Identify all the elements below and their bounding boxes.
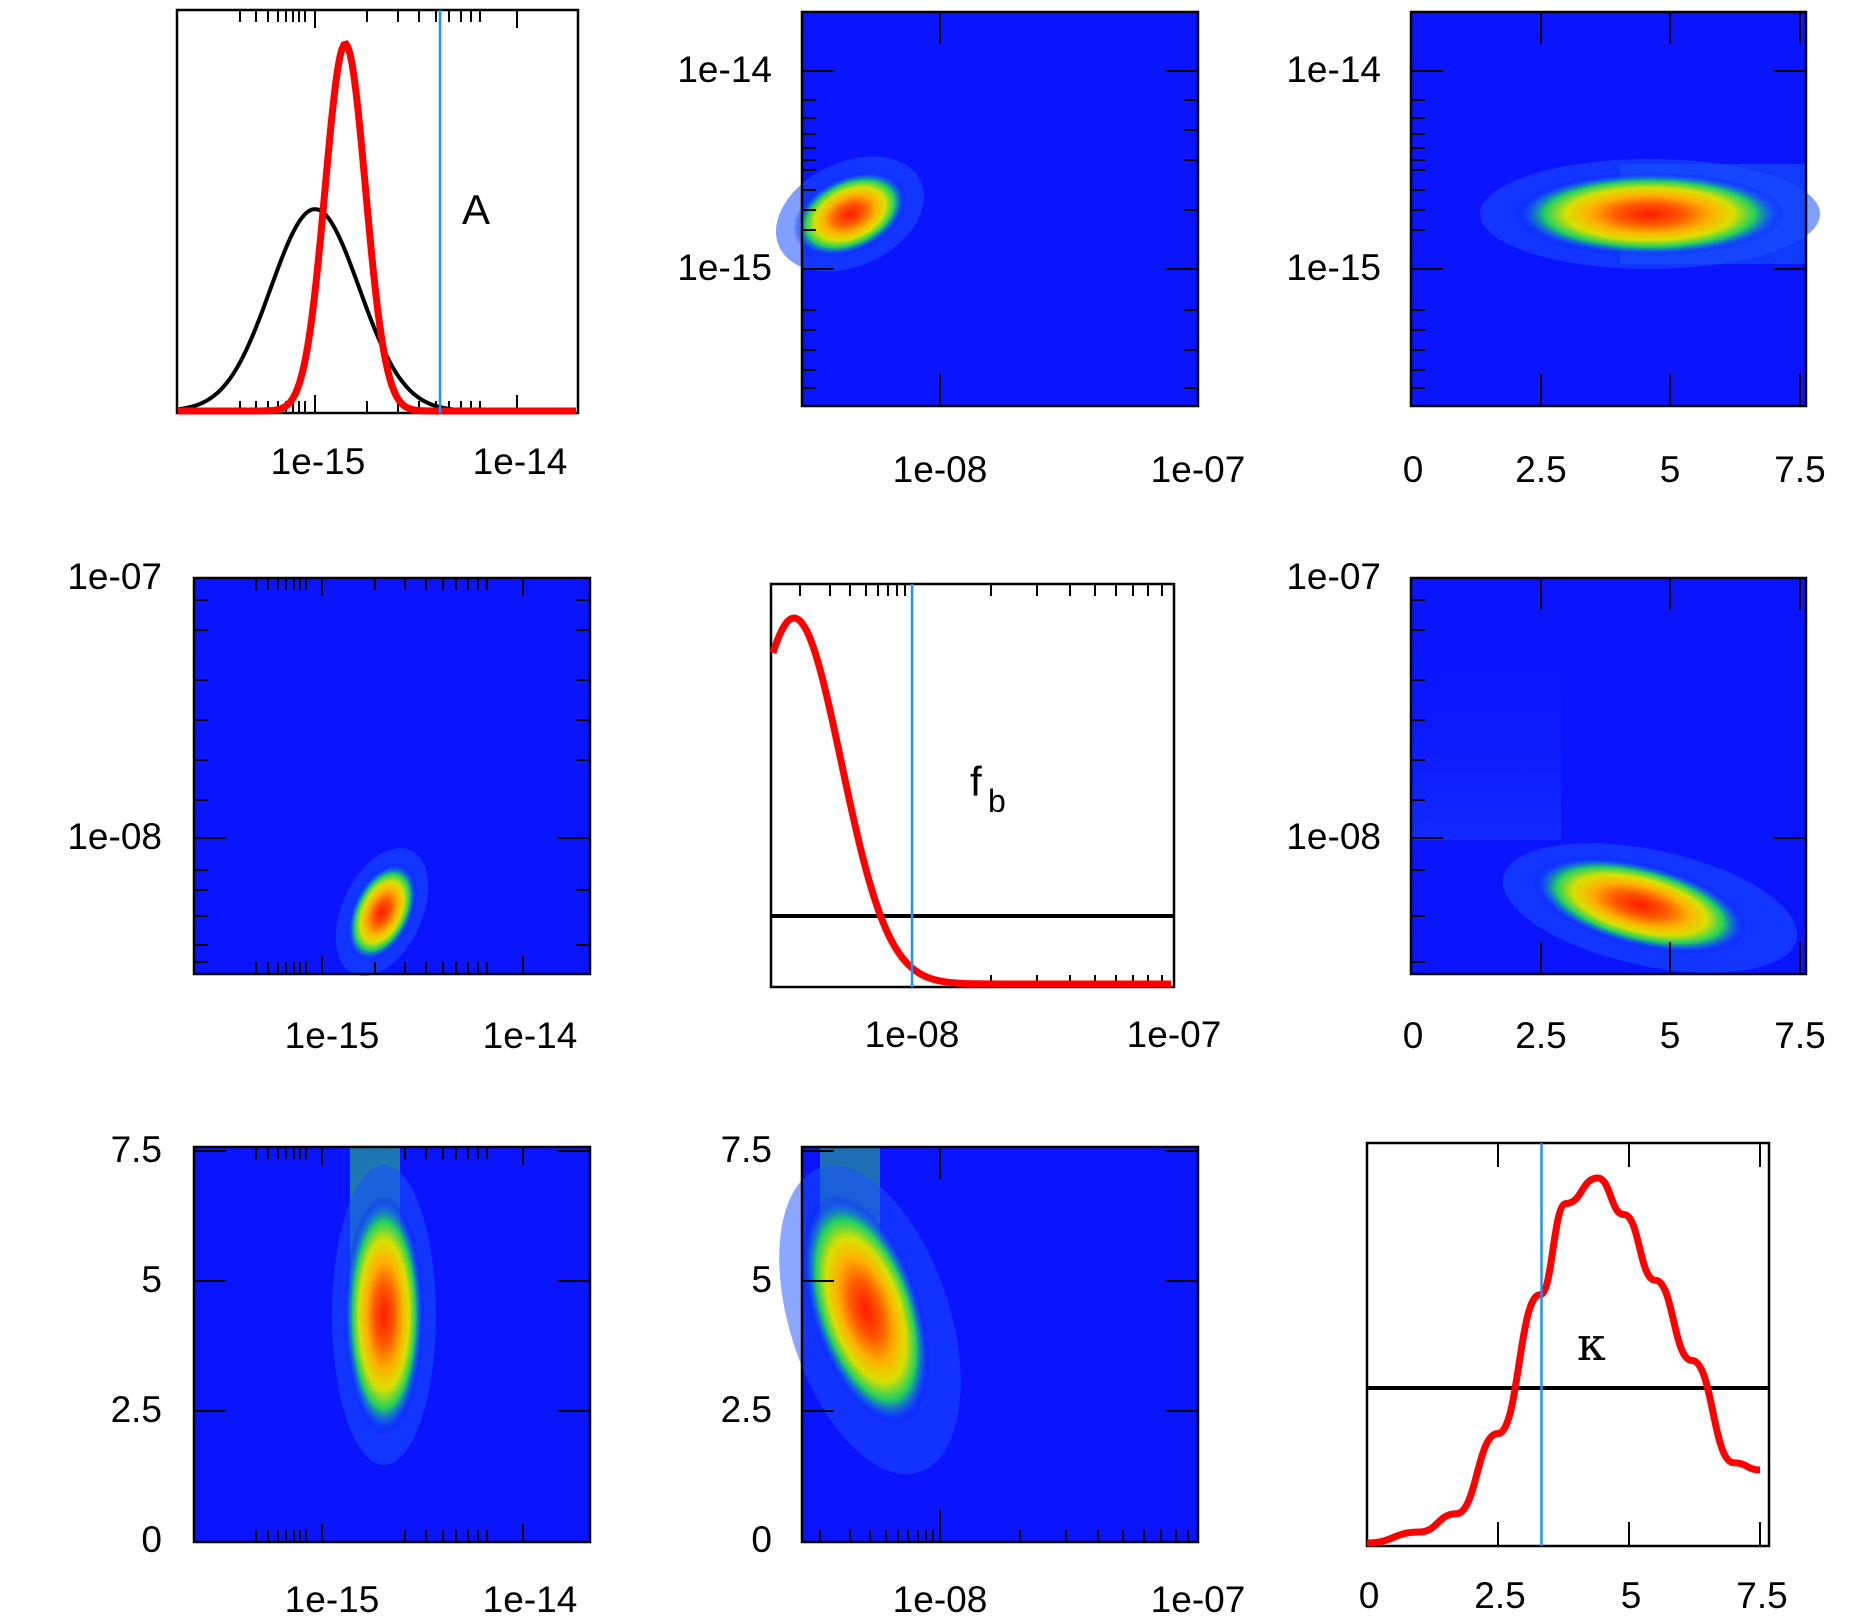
plot-frame (192, 1145, 592, 1544)
heatmap-peak (332, 1147, 436, 1465)
y-tick-label: 1e-08 (1286, 816, 1381, 857)
x-tick-label: 1e-08 (893, 449, 988, 490)
x-tick-label: 1e-07 (1151, 1579, 1246, 1620)
x-tick-label: 1e-08 (893, 1579, 988, 1620)
x-tick-label: 2.5 (1515, 449, 1566, 490)
tick-marks (194, 577, 590, 974)
y-tick-label: 1e-15 (1286, 247, 1381, 288)
panel-kappa-vs-A: 7.5 5 2.5 0 1e-15 1e-14 (111, 1129, 592, 1620)
heatmap-peak (1480, 159, 1820, 269)
y-tick-label: 1e-07 (67, 556, 162, 597)
plot-frame (800, 1145, 1200, 1544)
x-tick-label: 1e-08 (865, 1014, 960, 1055)
panel-A-marginal: A 1e-15 1e-14 (175, 8, 580, 482)
plot-frame (1365, 1141, 1771, 1548)
heatmap-peak (775, 156, 925, 272)
x-tick-label: 1e-07 (1151, 449, 1246, 490)
param-label-fb-subscript: b (988, 783, 1006, 819)
param-label-kappa: κ (1577, 1317, 1606, 1371)
x-tick-label: 2.5 (1474, 1575, 1525, 1616)
x-tick-label: 7.5 (1736, 1575, 1787, 1616)
x-tick-label: 1e-14 (483, 1579, 578, 1620)
x-tick-label: 7.5 (1774, 449, 1825, 490)
panel-A-vs-kappa: 1e-14 1e-15 0 2.5 5 7.5 (1286, 10, 1826, 490)
x-tick-label: 0 (1403, 449, 1424, 490)
y-tick-label: 7.5 (111, 1129, 162, 1170)
heatmap-peak (335, 848, 429, 976)
y-tick-label: 2.5 (111, 1389, 162, 1430)
x-tick-label: 1e-14 (473, 441, 568, 482)
plot-frame (175, 8, 580, 415)
tick-marks (802, 12, 1198, 406)
heatmap-peak (779, 1147, 961, 1475)
x-tick-label: 7.5 (1774, 1015, 1825, 1056)
posterior-curve (769, 614, 1171, 988)
panel-kappa-vs-fb: 7.5 5 2.5 0 1e-08 1e-07 (721, 1129, 1246, 1620)
y-tick-label: 1e-15 (677, 247, 772, 288)
posterior-curve (1366, 1174, 1761, 1547)
x-tick-label: 2.5 (1515, 1015, 1566, 1056)
x-tick-label: 5 (1660, 1015, 1681, 1056)
panel-A-vs-fb: 1e-14 1e-15 1e-08 1e-07 (677, 10, 1246, 490)
y-tick-label: 2.5 (721, 1389, 772, 1430)
tick-marks (194, 1147, 590, 1542)
posterior-curve (178, 40, 576, 415)
y-tick-label: 1e-08 (67, 816, 162, 857)
x-tick-label: 5 (1621, 1575, 1642, 1616)
y-tick-label: 0 (751, 1519, 772, 1560)
x-tick-label: 1e-15 (271, 441, 366, 482)
tick-marks (1366, 1143, 1761, 1546)
x-tick-label: 1e-15 (285, 1015, 380, 1056)
tick-marks (802, 1147, 1198, 1542)
x-tick-label: 1e-15 (285, 1579, 380, 1620)
panel-fb-vs-A: 1e-07 1e-08 1e-15 1e-14 (67, 556, 592, 1056)
heatmap-peak (1411, 640, 1798, 973)
y-tick-label: 5 (751, 1259, 772, 1300)
y-tick-label: 5 (141, 1259, 162, 1300)
panel-fb-marginal: f b 1e-08 1e-07 (769, 582, 1222, 1055)
plot-frame (769, 582, 1176, 989)
param-label-A: A (462, 186, 490, 233)
y-tick-label: 0 (141, 1519, 162, 1560)
y-tick-label: 1e-14 (1286, 49, 1381, 90)
x-tick-label: 1e-07 (1127, 1014, 1222, 1055)
panel-fb-vs-kappa: 1e-07 1e-08 0 2.5 5 7.5 (1286, 556, 1825, 1056)
plot-frame (1409, 576, 1808, 976)
x-tick-label: 0 (1359, 1575, 1380, 1616)
x-tick-label: 0 (1403, 1015, 1424, 1056)
param-label-fb: f (970, 758, 982, 805)
tick-marks (1411, 12, 1806, 406)
plot-frame (192, 576, 592, 976)
y-tick-label: 1e-07 (1286, 556, 1381, 597)
y-tick-label: 7.5 (721, 1129, 772, 1170)
tick-marks (1411, 577, 1806, 974)
x-tick-label: 5 (1660, 449, 1681, 490)
panel-kappa-marginal: κ 0 2.5 5 7.5 (1359, 1141, 1788, 1616)
x-tick-label: 1e-14 (483, 1015, 578, 1056)
y-tick-label: 1e-14 (677, 49, 772, 90)
